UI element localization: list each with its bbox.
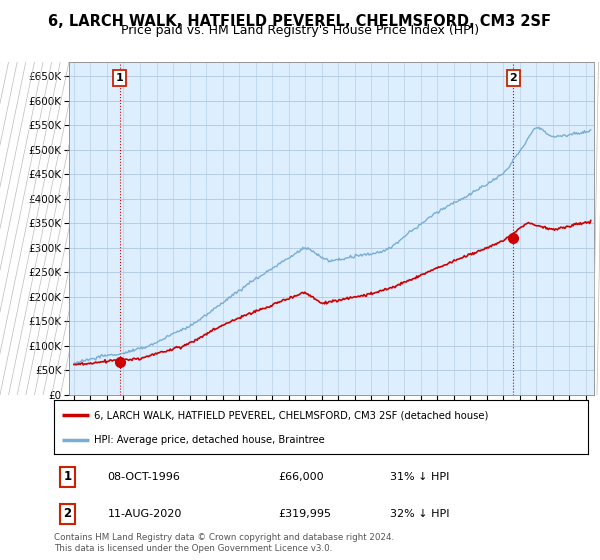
- Text: 32% ↓ HPI: 32% ↓ HPI: [391, 509, 450, 519]
- Text: HPI: Average price, detached house, Braintree: HPI: Average price, detached house, Brai…: [94, 435, 325, 445]
- Text: 1: 1: [116, 73, 124, 83]
- Text: Price paid vs. HM Land Registry's House Price Index (HPI): Price paid vs. HM Land Registry's House …: [121, 24, 479, 37]
- Text: 31% ↓ HPI: 31% ↓ HPI: [391, 472, 450, 482]
- Text: 11-AUG-2020: 11-AUG-2020: [107, 509, 182, 519]
- Text: £319,995: £319,995: [278, 509, 331, 519]
- Text: 2: 2: [63, 507, 71, 520]
- Text: 08-OCT-1996: 08-OCT-1996: [107, 472, 180, 482]
- Text: Contains HM Land Registry data © Crown copyright and database right 2024.
This d: Contains HM Land Registry data © Crown c…: [54, 533, 394, 553]
- Text: £66,000: £66,000: [278, 472, 324, 482]
- Text: 2: 2: [509, 73, 517, 83]
- Text: 1: 1: [63, 470, 71, 483]
- Text: 6, LARCH WALK, HATFIELD PEVEREL, CHELMSFORD, CM3 2SF: 6, LARCH WALK, HATFIELD PEVEREL, CHELMSF…: [49, 14, 551, 29]
- Text: 6, LARCH WALK, HATFIELD PEVEREL, CHELMSFORD, CM3 2SF (detached house): 6, LARCH WALK, HATFIELD PEVEREL, CHELMSF…: [94, 410, 488, 421]
